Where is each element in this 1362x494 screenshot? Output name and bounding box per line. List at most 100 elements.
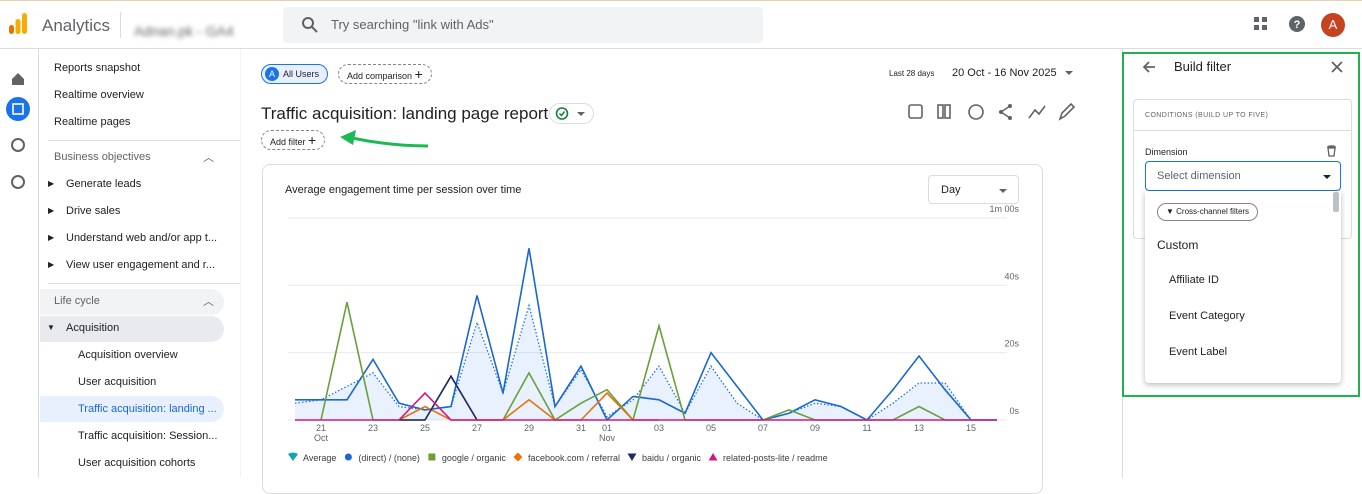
segment-chip[interactable]: A All Users [261, 64, 329, 84]
expand-arrow: ▶ [48, 206, 55, 215]
nav-section[interactable]: Business objectives [54, 151, 151, 163]
nav-item[interactable]: Understand web and/or app t... [66, 232, 218, 244]
search-placeholder: Try searching "link with Ads" [331, 17, 494, 32]
nav-selected-bg [40, 396, 224, 422]
interval-select[interactable]: Day [928, 175, 1019, 204]
add-filter[interactable]: Add filter + [261, 130, 326, 150]
x-tick-label: 29 [524, 423, 534, 433]
filter-icon: ▼ [1166, 207, 1177, 216]
avatar[interactable]: A [1321, 13, 1345, 37]
search-box[interactable] [283, 7, 763, 43]
scrollbar [1333, 192, 1339, 212]
x-tick-label: 13 [914, 423, 924, 433]
nav-item[interactable]: Acquisition overview [78, 349, 178, 361]
account-name[interactable]: Adnan.pk - GA4 [134, 23, 234, 39]
status-chip[interactable] [549, 103, 594, 124]
x-tick-label: 23 [368, 423, 378, 433]
product-name: Analytics [42, 16, 111, 35]
apps-icon[interactable] [1254, 17, 1268, 31]
y-tick-label: 20s [1004, 339, 1019, 349]
icon-rail [6, 73, 30, 189]
nav-group[interactable]: Acquisition [66, 322, 120, 334]
nav-divider [48, 140, 240, 141]
back-icon[interactable] [1141, 59, 1157, 75]
explore-icon[interactable] [11, 138, 25, 152]
reports-glyph [12, 103, 24, 115]
nav-item[interactable]: Traffic acquisition: Session... [78, 430, 218, 442]
nav-item[interactable]: User acquisition cohorts [78, 457, 196, 469]
home-icon[interactable] [12, 73, 24, 85]
reports-icon[interactable] [6, 97, 30, 121]
range-caret [1065, 71, 1073, 75]
nav-item[interactable]: Traffic acquisition: landing ... [78, 403, 217, 415]
add-comparison[interactable]: Add comparison + [338, 64, 432, 84]
nav-item[interactable]: Realtime pages [54, 116, 131, 128]
conditions-label: CONDITIONS (BUILD UP TO FIVE) [1145, 112, 1269, 119]
divider [1133, 130, 1352, 131]
nav-item[interactable]: View user engagement and r... [66, 259, 216, 271]
legend-label[interactable]: (direct) / (none) [358, 453, 420, 463]
help-icon[interactable]: ? [1289, 16, 1305, 32]
y-tick-label: 1m 00s [989, 204, 1019, 214]
legend-label[interactable]: facebook.com / referral [528, 453, 620, 463]
segment-name: All Users [283, 69, 320, 79]
expand-arrow: ▶ [48, 233, 55, 242]
nav-section-bg [40, 289, 224, 315]
legend-marker [428, 453, 436, 461]
nav-item[interactable]: Reports snapshot [54, 62, 141, 74]
expand-arrow: ▶ [48, 260, 55, 269]
add-comparison-label: Add comparison [347, 71, 413, 81]
share-icon [1000, 105, 1011, 119]
plus-icon: + [308, 132, 317, 148]
range-label: Last 28 days [889, 69, 935, 78]
x-tick-label: 31 [576, 423, 586, 433]
nav-item[interactable]: Realtime overview [54, 89, 144, 101]
dimension-select[interactable]: Select dimension [1145, 161, 1341, 191]
compare-icon[interactable] [937, 104, 944, 119]
nav-item[interactable]: Generate leads [66, 178, 142, 190]
report-title: Traffic acquisition: landing page report [261, 104, 549, 123]
legend-label[interactable]: google / organic [442, 453, 507, 463]
rail-divider [38, 49, 39, 478]
date-range[interactable]: 20 Oct - 16 Nov 2025 [952, 67, 1057, 79]
dimension-caret [1323, 175, 1331, 179]
divider [120, 12, 121, 38]
x-tick-label: 07 [758, 423, 768, 433]
x-tick-label: 15 [966, 423, 976, 433]
insights-icon[interactable] [968, 104, 984, 120]
collapse-icon[interactable]: ︿ [203, 152, 214, 164]
line [399, 374, 478, 421]
collapse-icon[interactable]: ︿ [203, 296, 214, 308]
legend-label[interactable]: baidu / organic [642, 453, 702, 463]
close-icon[interactable] [1330, 60, 1344, 74]
edit-icon[interactable] [1058, 102, 1075, 121]
legend-label[interactable]: Average [303, 453, 336, 463]
nav-section[interactable]: Life cycle [54, 295, 100, 307]
logo [9, 13, 27, 34]
annotation-arrow [340, 130, 429, 148]
chip-label: Cross-channel filters [1176, 207, 1250, 216]
nav-item[interactable]: Drive sales [66, 205, 121, 217]
nav-item[interactable]: User acquisition [78, 376, 157, 388]
menu-option[interactable]: Affiliate ID [1169, 274, 1219, 286]
top-bar [0, 0, 1362, 49]
x-tick-label: 27 [472, 423, 482, 433]
expand-arrow: ▶ [48, 179, 55, 188]
menu-option[interactable]: Event Label [1169, 346, 1228, 358]
notes-icon[interactable] [908, 104, 923, 119]
line [398, 391, 659, 421]
dimension-label: Dimension [1145, 147, 1188, 157]
add-filter-label: Add filter [270, 137, 306, 147]
advertising-icon[interactable] [11, 175, 25, 189]
panel-title: Build filter [1174, 59, 1232, 74]
delete-icon[interactable] [1326, 145, 1337, 157]
trend-icon[interactable] [1028, 105, 1046, 119]
legend-marker [708, 453, 718, 461]
x-tick-label: 21 Oct [314, 423, 329, 443]
legend-label[interactable]: related-posts-lite / readme [723, 453, 828, 463]
legend-marker [513, 452, 523, 462]
cross-channel-chip[interactable]: ▼ Cross-channel filters [1157, 203, 1259, 221]
menu-option[interactable]: Event Category [1169, 310, 1245, 322]
x-tick-label: 09 [810, 423, 820, 433]
legend-marker [288, 452, 298, 461]
